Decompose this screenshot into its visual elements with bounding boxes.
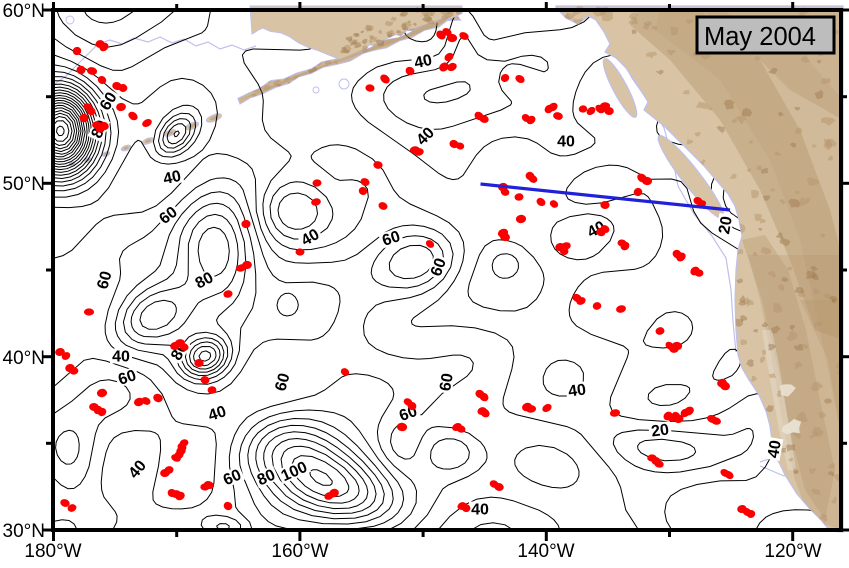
- svg-text:40: 40: [413, 52, 434, 72]
- svg-text:40: 40: [112, 349, 130, 366]
- svg-text:40: 40: [471, 502, 489, 519]
- svg-text:40: 40: [567, 381, 587, 400]
- svg-text:120°W: 120°W: [764, 541, 821, 562]
- svg-text:80: 80: [193, 269, 217, 292]
- svg-text:40: 40: [162, 168, 183, 188]
- svg-text:20: 20: [716, 215, 736, 236]
- svg-text:40: 40: [206, 403, 228, 425]
- svg-text:30°N: 30°N: [3, 521, 45, 542]
- svg-text:20: 20: [650, 421, 670, 440]
- svg-text:60: 60: [428, 256, 450, 279]
- svg-text:60°N: 60°N: [3, 1, 45, 22]
- svg-text:40: 40: [299, 226, 323, 250]
- svg-text:180°W: 180°W: [24, 541, 81, 562]
- svg-text:60: 60: [380, 228, 402, 250]
- svg-text:40°N: 40°N: [3, 348, 45, 369]
- svg-text:60: 60: [221, 466, 244, 489]
- svg-text:80: 80: [255, 466, 278, 489]
- svg-text:60: 60: [116, 367, 138, 389]
- svg-text:50°N: 50°N: [3, 174, 45, 195]
- svg-text:140°W: 140°W: [517, 541, 574, 562]
- svg-text:40: 40: [765, 439, 785, 460]
- svg-text:60: 60: [97, 89, 121, 113]
- svg-text:160°W: 160°W: [271, 541, 328, 562]
- svg-text:60: 60: [272, 371, 293, 393]
- svg-text:May 2004: May 2004: [704, 23, 816, 51]
- svg-text:60: 60: [437, 372, 457, 393]
- svg-text:60: 60: [94, 269, 115, 291]
- svg-text:40: 40: [557, 134, 575, 151]
